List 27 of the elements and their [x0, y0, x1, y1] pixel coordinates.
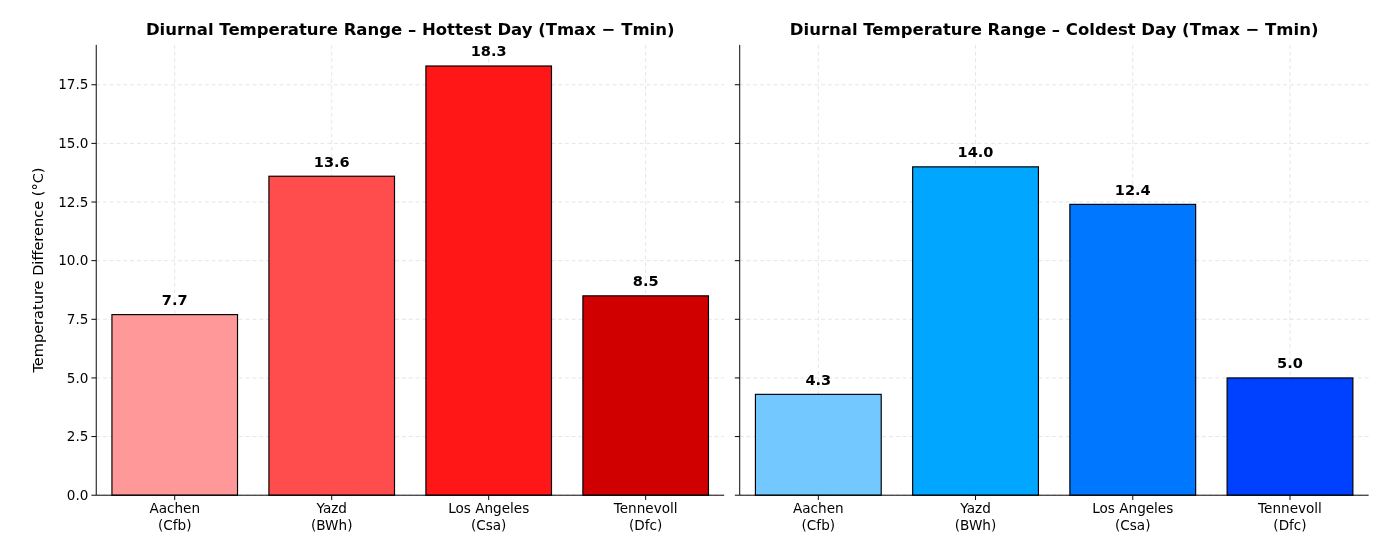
- y-tick-label: 12.5: [58, 193, 89, 210]
- y-tick-label: 5.0: [66, 369, 89, 386]
- data-label: 18.3: [470, 42, 507, 60]
- x-tick-label: Aachen (Cfb): [793, 499, 844, 534]
- data-label: 12.4: [1114, 180, 1151, 198]
- x-tick-label: Tennevoll (Dfc): [612, 499, 678, 534]
- y-axis-title: Temperature Difference (°C): [28, 167, 46, 374]
- x-tick-label: Yazd (BWh): [954, 499, 997, 534]
- data-label: 4.3: [805, 370, 832, 388]
- y-tick-label: 10.0: [58, 252, 89, 269]
- x-tick-label: Tennevoll (Dfc): [1257, 499, 1322, 534]
- y-tick-label: 0.0: [66, 486, 89, 503]
- y-tick-label: 15.0: [58, 135, 89, 152]
- data-label: 5.0: [1277, 354, 1303, 372]
- x-tick-label: Aachen (Cfb): [149, 499, 201, 534]
- data-label: 14.0: [957, 143, 994, 161]
- data-label: 8.5: [632, 272, 659, 290]
- chart-title: Diurnal Temperature Range – Coldest Day (Tmax − Tmin): [789, 20, 1319, 40]
- data-label: 7.7: [161, 290, 188, 308]
- x-tick-label: Los Angeles (Csa): [1092, 499, 1174, 534]
- y-tick-label: 17.5: [58, 76, 89, 93]
- chart-title: Diurnal Temperature Range – Hottest Day (Tmax − Tmin): [145, 20, 675, 40]
- y-tick-label: 2.5: [66, 428, 89, 445]
- y-tick-label: 7.5: [66, 311, 89, 328]
- data-label: 13.6: [313, 152, 350, 170]
- x-tick-label: Los Angeles (Csa): [448, 499, 530, 534]
- x-tick-label: Yazd (BWh): [310, 499, 353, 534]
